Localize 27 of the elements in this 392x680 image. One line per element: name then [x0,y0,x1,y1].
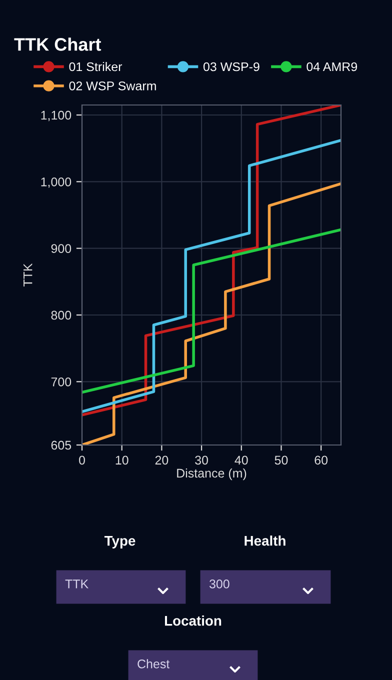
y-tick-label: 1,000 [41,177,72,188]
legend-label: 04 AMR9 [306,62,358,72]
y-axis-title: TTK [24,263,32,287]
text: TTK [65,580,88,588]
y-tick-label: 605 [51,440,72,450]
legend-label: 03 WSP-9 [203,62,260,72]
x-tick-label: 20 [155,456,168,465]
line-series [82,228,341,394]
chart-title: TTK Chart [14,38,102,51]
text: Location [165,616,222,626]
x-tick-label: 50 [274,456,288,465]
x-tick-label: 0 [79,456,85,465]
x-tick-label: 60 [314,456,328,465]
text: Type [104,536,136,548]
y-tick-label: 700 [51,377,72,386]
x-tick-label: 10 [116,456,128,465]
text: Health [244,536,286,546]
x-tick-label: 40 [234,456,248,465]
x-tick-label: 30 [195,456,208,465]
legend-label: 01 Striker [69,62,122,72]
x-axis-title: Distance (m) [177,468,246,480]
legend-label: 02 WSP Swarm [69,81,156,90]
y-tick-label: 1,100 [41,110,72,122]
text: Chest [138,659,170,668]
y-tick-label: 900 [51,244,72,253]
y-tick-label: 800 [51,310,72,320]
text: 300 [209,580,230,588]
